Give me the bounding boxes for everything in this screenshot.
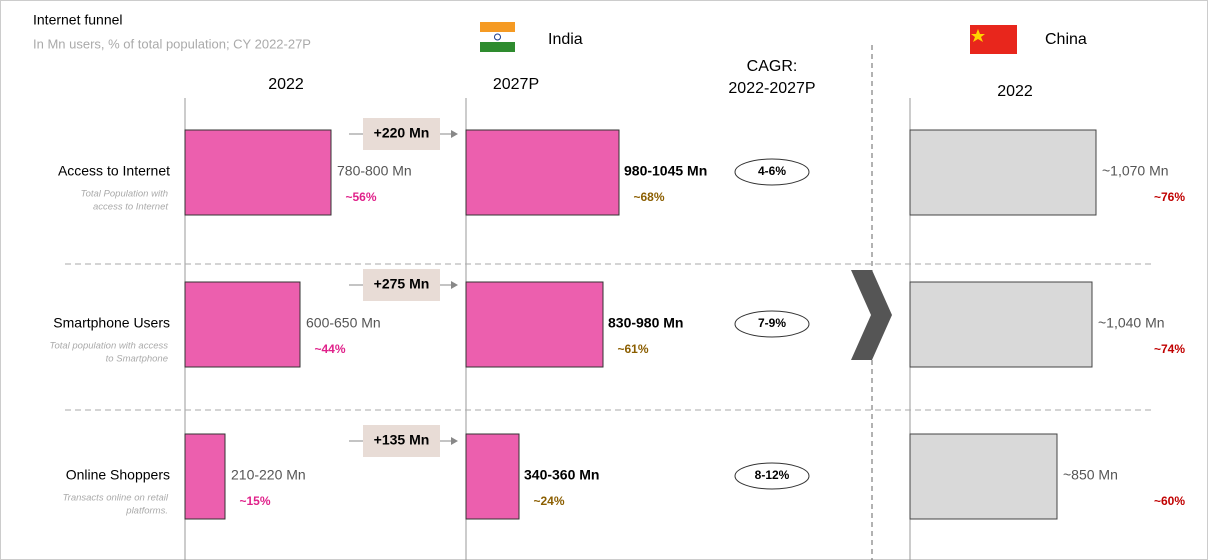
value-label: ~1,070 Mn — [1102, 163, 1169, 179]
value-label: ~850 Mn — [1063, 467, 1118, 483]
bar — [184, 433, 226, 520]
column-header: 2022-2027P — [728, 80, 815, 97]
value-label: ~1,040 Mn — [1098, 315, 1165, 331]
subtitle: In Mn users, % of total population; CY 2… — [33, 36, 311, 51]
share-label: ~24% — [533, 494, 564, 508]
row-label: Access to Internet — [58, 163, 170, 179]
share-label: ~74% — [1154, 342, 1185, 356]
cagr-oval — [734, 310, 810, 338]
india-label: India — [548, 31, 583, 48]
column-header: 2022 — [997, 83, 1033, 100]
row-label: Smartphone Users — [53, 315, 170, 331]
bar — [465, 129, 620, 216]
share-label: ~44% — [314, 342, 345, 356]
delta-box — [363, 269, 440, 301]
column-header: CAGR: — [747, 58, 798, 75]
row-note: Total population with access — [50, 341, 169, 352]
bar — [465, 433, 520, 520]
delta-label: +275 Mn — [374, 276, 430, 292]
chevron — [851, 270, 892, 360]
value-label: 600-650 Mn — [306, 315, 381, 331]
row-note: Total Population with — [81, 189, 168, 200]
bar — [909, 129, 1097, 216]
value-label: 210-220 Mn — [231, 467, 306, 483]
share-label: ~60% — [1154, 494, 1185, 508]
row-note: to Smartphone — [106, 354, 168, 365]
cagr-oval — [734, 158, 810, 186]
delta-box — [363, 118, 440, 150]
row-note: Transacts online on retail — [63, 493, 169, 504]
bar — [184, 129, 332, 216]
value-label: 780-800 Mn — [337, 163, 412, 179]
arrow-head — [451, 130, 458, 138]
delta-label: +220 Mn — [374, 125, 430, 141]
row-note: access to Internet — [93, 202, 168, 213]
china-flag — [970, 25, 1017, 54]
cagr-oval — [734, 462, 810, 490]
share-label: ~68% — [633, 190, 664, 204]
arrow-head — [451, 437, 458, 445]
value-label: 340-360 Mn — [524, 467, 599, 483]
cagr-label: 8-12% — [755, 468, 790, 482]
share-label: ~76% — [1154, 190, 1185, 204]
delta-label: +135 Mn — [374, 432, 430, 448]
cagr-label: 7-9% — [758, 316, 786, 330]
bar — [184, 281, 301, 368]
share-label: ~56% — [345, 190, 376, 204]
column-header: 2027P — [493, 76, 539, 93]
share-label: ~61% — [617, 342, 648, 356]
value-label: 830-980 Mn — [608, 315, 683, 331]
india-flag — [480, 22, 515, 52]
value-label: 980-1045 Mn — [624, 163, 707, 179]
title: Internet funnel — [33, 12, 123, 28]
bar — [909, 433, 1058, 520]
row-label: Online Shoppers — [66, 467, 170, 483]
delta-box — [363, 425, 440, 457]
row-note: platforms. — [125, 506, 168, 517]
china-label: China — [1045, 31, 1087, 48]
column-header: 2022 — [268, 76, 304, 93]
arrow-head — [451, 281, 458, 289]
bar — [465, 281, 604, 368]
cagr-label: 4-6% — [758, 164, 786, 178]
bar — [909, 281, 1093, 368]
share-label: ~15% — [239, 494, 270, 508]
